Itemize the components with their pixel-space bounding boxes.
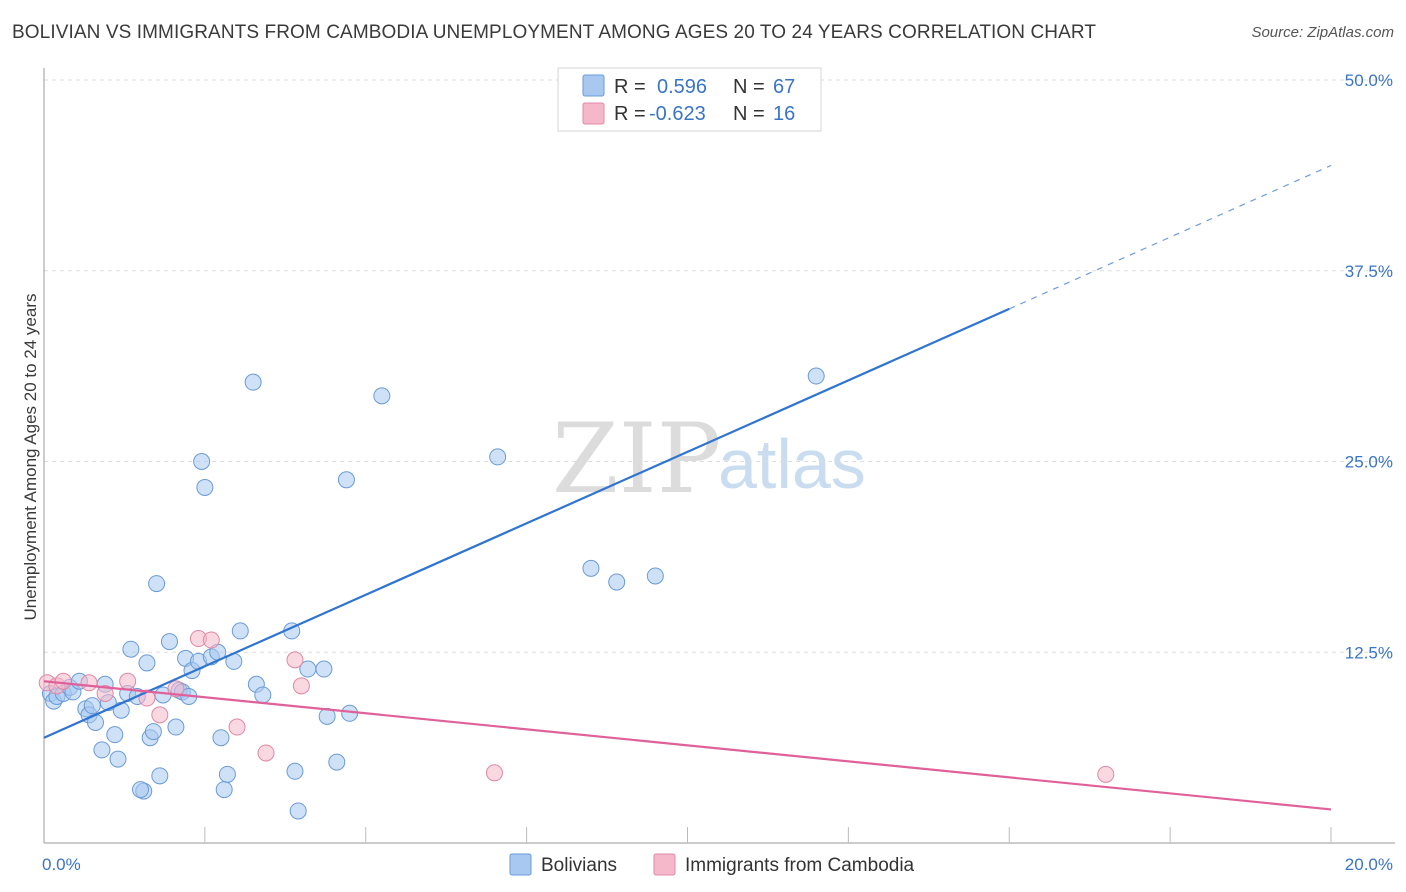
x-tick-labels: 0.0% 20.0% — [42, 855, 1393, 874]
point-cambodia — [151, 706, 169, 724]
point-bolivians — [109, 750, 127, 768]
point-cambodia — [54, 672, 72, 690]
y-tick-label: 37.5% — [1345, 262, 1393, 281]
point-bolivians — [289, 802, 307, 820]
y-tick-label: 50.0% — [1345, 71, 1393, 90]
legend-r-value: -0.623 — [649, 103, 706, 125]
point-cambodia — [167, 680, 185, 698]
point-bolivians — [582, 559, 600, 577]
point-bolivians — [160, 633, 178, 651]
point-bolivians — [608, 573, 626, 591]
point-bolivians — [138, 654, 156, 672]
point-bolivians — [167, 718, 185, 736]
legend-n-value: 67 — [773, 76, 795, 98]
trend-line-cambodia — [43, 680, 1332, 811]
y-tick-labels: 12.5% 25.0% 37.5% 50.0% — [1345, 71, 1393, 662]
legend-n-value: 16 — [773, 103, 795, 125]
point-bolivians — [244, 373, 262, 391]
point-bolivians — [254, 686, 272, 704]
point-cambodia — [292, 677, 310, 695]
point-cambodia — [257, 744, 275, 762]
point-bolivians — [315, 660, 333, 678]
grid-lines — [44, 79, 1395, 653]
point-bolivians — [144, 723, 162, 741]
point-bolivians — [286, 762, 304, 780]
point-bolivians — [212, 729, 230, 747]
point-bolivians — [122, 640, 140, 658]
stats-legend: R = 0.596 N = 67 R = -0.623 N = 16 — [557, 67, 822, 132]
legend-swatch-cambodia — [582, 102, 605, 125]
point-bolivians — [807, 367, 825, 385]
legend-r-label: R = — [614, 103, 646, 125]
point-bolivians — [337, 471, 355, 489]
series-legend: Bolivians Immigrants from Cambodia — [509, 853, 915, 876]
point-bolivians — [373, 387, 391, 405]
chart-title: BOLIVIAN VS IMMIGRANTS FROM CAMBODIA UNE… — [12, 22, 1097, 43]
point-cambodia — [119, 672, 137, 690]
point-cambodia — [80, 674, 98, 692]
point-bolivians — [83, 697, 101, 715]
point-cambodia — [228, 718, 246, 736]
point-bolivians — [646, 567, 664, 585]
trend-line-bolivians-extension — [1009, 164, 1332, 310]
point-bolivians — [106, 726, 124, 744]
point-cambodia — [286, 651, 304, 669]
point-cambodia — [202, 631, 220, 649]
point-bolivians — [148, 575, 166, 593]
series-legend-swatch-bolivians — [509, 853, 532, 876]
point-cambodia — [96, 684, 114, 702]
series-legend-swatch-cambodia — [653, 853, 676, 876]
watermark-atlas: atlas — [718, 425, 866, 503]
point-bolivians — [489, 448, 507, 466]
x-tick-label: 0.0% — [42, 855, 81, 874]
trend-line-bolivians — [43, 307, 1010, 739]
point-cambodia — [485, 764, 503, 782]
x-ticks — [204, 827, 1332, 843]
point-bolivians — [215, 781, 233, 799]
series-legend-label-cambodia: Immigrants from Cambodia — [685, 855, 915, 876]
trend-lines — [43, 164, 1332, 811]
watermark-zip: ZIP — [552, 403, 721, 515]
point-cambodia — [1097, 765, 1115, 783]
legend-n-label: N = — [733, 76, 765, 98]
y-tick-label: 25.0% — [1345, 453, 1393, 472]
legend-r-label: R = — [614, 76, 646, 98]
point-bolivians — [231, 622, 249, 640]
legend-r-value: 0.596 — [657, 76, 707, 98]
point-bolivians — [93, 741, 111, 759]
y-tick-label: 12.5% — [1345, 643, 1393, 662]
x-tick-label: 20.0% — [1345, 855, 1393, 874]
point-bolivians — [151, 767, 169, 785]
y-axis-label: Unemployment Among Ages 20 to 24 years — [21, 294, 40, 621]
legend-swatch-bolivians — [582, 74, 605, 97]
point-bolivians — [328, 753, 346, 771]
source-credit: Source: ZipAtlas.com — [1251, 24, 1394, 41]
series-legend-label-bolivians: Bolivians — [541, 855, 617, 876]
point-bolivians — [218, 765, 236, 783]
point-bolivians — [193, 453, 211, 470]
point-bolivians — [112, 701, 130, 719]
point-bolivians — [132, 781, 150, 799]
legend-n-label: N = — [733, 103, 765, 125]
point-bolivians — [196, 478, 214, 496]
